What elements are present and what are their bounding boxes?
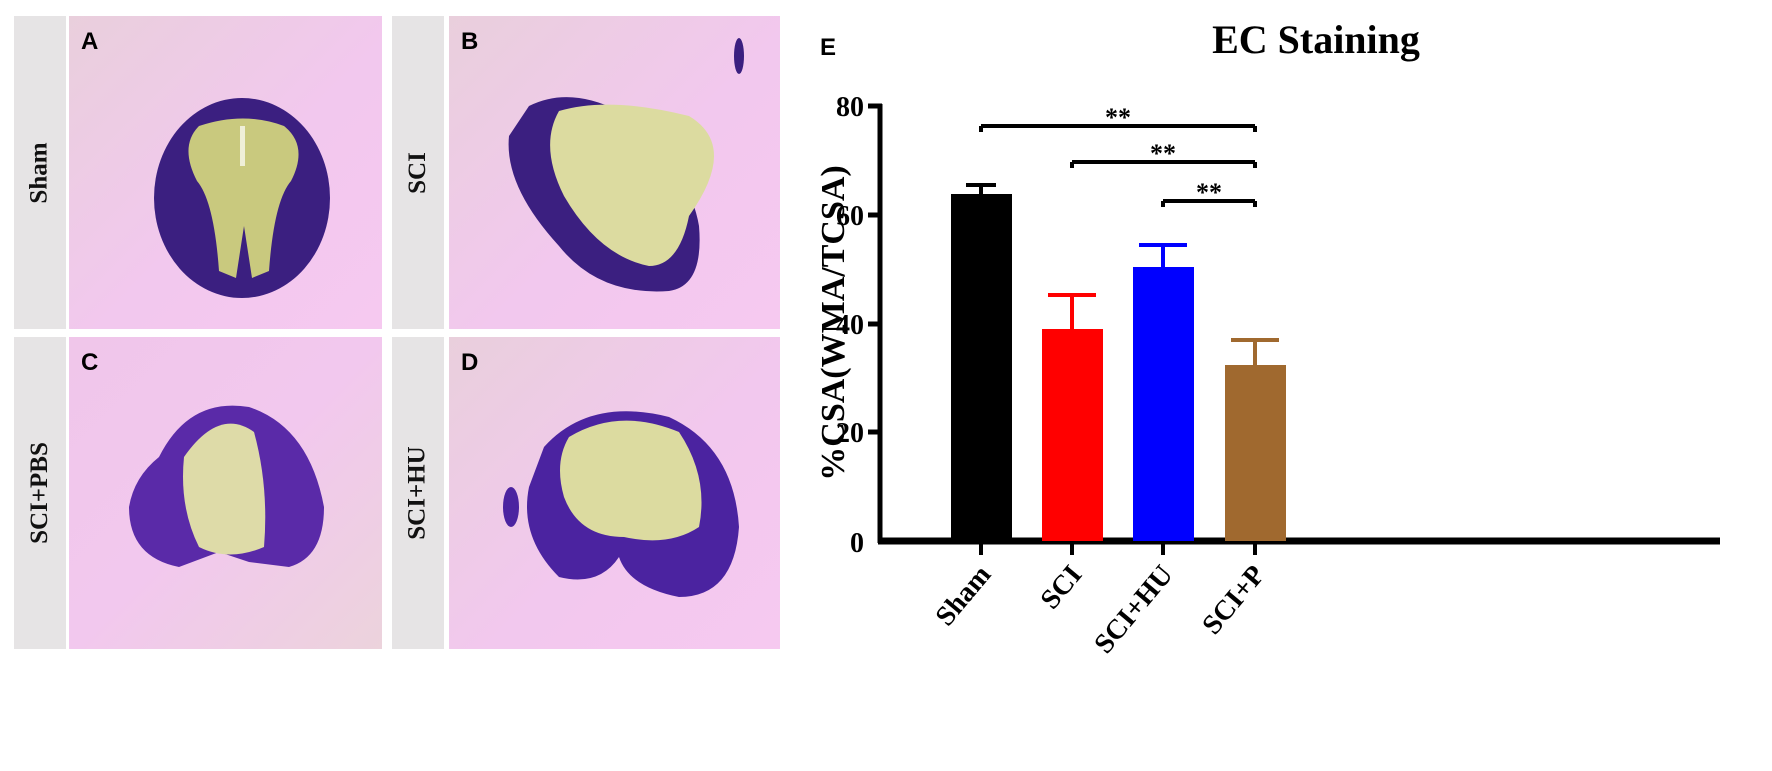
spinal-cord-section-sci-hu bbox=[503, 411, 739, 597]
spinal-cord-section-sci bbox=[508, 38, 744, 292]
panel-letter-e: E bbox=[820, 34, 836, 61]
bar-sci-hu bbox=[1133, 243, 1194, 541]
row-label-sci: SCI bbox=[392, 16, 444, 329]
spinal-cord-section-sci-pbs bbox=[129, 405, 324, 567]
x-label-sci-p: SCI+P bbox=[1196, 560, 1271, 641]
significance-labels: ** ** ** bbox=[1105, 103, 1222, 207]
x-label-sci-hu: SCI+HU bbox=[1088, 560, 1179, 660]
svg-text:**: ** bbox=[1105, 103, 1131, 132]
panel-letter-b: B bbox=[461, 28, 479, 55]
y-axis-label: %CSA(WMA/TCSA) bbox=[815, 165, 852, 480]
significance-brackets bbox=[979, 124, 1257, 207]
x-label-sham: Sham bbox=[930, 560, 998, 632]
bar-sci-p bbox=[1225, 338, 1286, 541]
panel-letter-a: A bbox=[81, 28, 99, 55]
svg-text:**: ** bbox=[1196, 178, 1222, 207]
group-label: SCI+PBS bbox=[26, 442, 54, 544]
svg-text:20: 20 bbox=[836, 418, 864, 449]
x-ticks bbox=[979, 541, 1257, 555]
spinal-cord-section-sham bbox=[154, 98, 330, 298]
svg-text:**: ** bbox=[1150, 139, 1176, 168]
svg-text:0: 0 bbox=[850, 528, 864, 559]
svg-text:60: 60 bbox=[836, 201, 864, 232]
bar-sci bbox=[1042, 293, 1103, 541]
row-label-sham: Sham bbox=[14, 16, 66, 329]
row-label-sci-hu: SCI+HU bbox=[392, 337, 444, 649]
micrograph-sham: A bbox=[69, 16, 382, 329]
group-label: SCI+HU bbox=[404, 446, 431, 540]
bar-sham bbox=[951, 183, 1012, 541]
y-ticks: 80 60 40 20 0 bbox=[836, 92, 882, 559]
micrograph-sci: B bbox=[449, 16, 780, 329]
panel-letter-d: D bbox=[461, 349, 479, 376]
svg-text:80: 80 bbox=[836, 92, 864, 123]
group-label: SCI bbox=[404, 151, 431, 194]
micrograph-sci-hu: D bbox=[449, 337, 780, 649]
group-label: Sham bbox=[26, 141, 54, 204]
panel-letter-c: C bbox=[81, 349, 99, 376]
bar-chart: E EC Staining %CSA(WMA/TCSA) 80 60 40 20… bbox=[815, 17, 1720, 660]
chart-title: EC Staining bbox=[1212, 17, 1420, 62]
x-tick-labels: Sham SCI SCI+HU SCI+P bbox=[930, 560, 1272, 660]
micrograph-sci-pbs: C bbox=[69, 337, 382, 649]
svg-text:40: 40 bbox=[836, 310, 864, 341]
row-label-sci-pbs: SCI+PBS bbox=[14, 337, 66, 649]
x-label-sci: SCI bbox=[1035, 560, 1089, 616]
